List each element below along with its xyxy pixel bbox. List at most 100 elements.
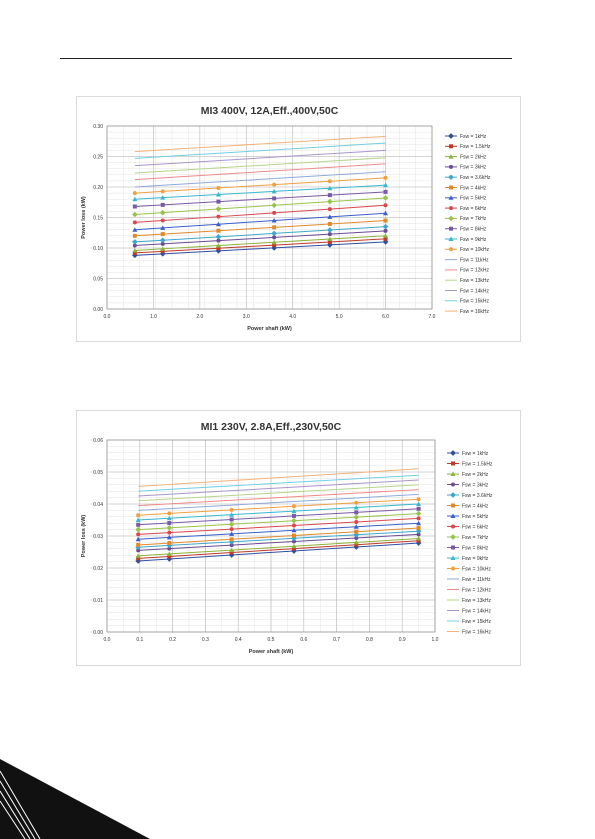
legend-item: Fsw = 16kHz — [445, 309, 490, 315]
legend-item: Fsw = 12kHz — [447, 587, 492, 593]
x-tick-label: 6.0 — [382, 314, 389, 320]
legend-label: Fsw = 3.6kHz — [462, 493, 493, 499]
data-point — [167, 521, 172, 526]
legend-label: Fsw = 3kHz — [460, 165, 487, 171]
legend-label: Fsw = 11kHz — [460, 257, 489, 263]
series-3 — [132, 233, 389, 253]
legend-item: Fsw = 10kHz — [447, 566, 492, 572]
data-point — [451, 524, 455, 529]
series-5 — [132, 223, 389, 245]
series-line — [134, 142, 386, 159]
series-8 — [132, 203, 388, 225]
data-point — [449, 226, 453, 231]
y-axis-label: Power loss (kW) — [81, 515, 87, 558]
legend-item: Fsw = 11kHz — [445, 257, 489, 263]
legend-label: Fsw = 10kHz — [462, 566, 492, 572]
x-tick-label: 0.5 — [268, 637, 275, 643]
y-tick-label: 0.05 — [93, 277, 103, 283]
series-line — [134, 230, 386, 247]
data-point — [327, 227, 333, 233]
series-line — [134, 191, 386, 208]
x-tick-label: 0.1 — [136, 637, 143, 643]
series-line — [138, 542, 419, 562]
data-point — [291, 527, 297, 533]
data-point — [167, 554, 172, 559]
series-10 — [136, 506, 421, 527]
data-point — [291, 539, 296, 544]
chart-title: MI3 400V, 12A,Eff.,400V,50C — [201, 105, 339, 117]
data-point — [216, 228, 221, 233]
series-15 — [134, 157, 386, 174]
y-tick-label: 0.25 — [93, 155, 103, 161]
legend-item: Fsw = 6kHz — [445, 206, 487, 212]
legend-label: Fsw = 3.6kHz — [460, 175, 491, 181]
y-tick-label: 0.03 — [93, 534, 103, 540]
legend-label: Fsw = 10kHz — [460, 247, 490, 253]
x-tick-label: 0.7 — [333, 637, 340, 643]
legend-item: Fsw = 13kHz — [445, 278, 490, 284]
series-line — [134, 226, 386, 243]
data-point — [229, 531, 235, 536]
corner-triangle — [0, 759, 150, 839]
legend-item: Fsw = 1kHz — [445, 133, 487, 140]
series-line — [134, 135, 386, 153]
legend-item: Fsw = 12kHz — [445, 268, 490, 274]
legend-label: Fsw = 12kHz — [460, 268, 490, 274]
data-point — [383, 210, 389, 216]
legend-label: Fsw = 9kHz — [462, 556, 489, 562]
data-point — [353, 505, 359, 510]
data-point — [327, 185, 333, 191]
x-tick-label: 2.0 — [196, 314, 203, 320]
data-point — [327, 239, 332, 244]
data-point — [136, 532, 141, 537]
series-line — [134, 241, 386, 256]
data-point — [136, 548, 141, 553]
data-point — [160, 218, 165, 223]
y-tick-label: 0.01 — [93, 598, 103, 604]
series-8 — [136, 516, 421, 537]
legend-label: Fsw = 8kHz — [462, 545, 489, 551]
series-13 — [134, 171, 386, 188]
data-point — [216, 246, 221, 251]
x-tick-label: 1.0 — [150, 314, 157, 320]
data-point — [450, 471, 456, 476]
data-point — [167, 530, 172, 535]
series-line — [138, 498, 419, 516]
data-point — [132, 233, 137, 238]
legend-label: Fsw = 2kHz — [460, 154, 487, 160]
series-line — [138, 530, 419, 548]
data-point — [136, 522, 141, 527]
data-point — [271, 188, 277, 194]
data-point — [450, 555, 456, 560]
data-point — [136, 556, 141, 561]
series-line — [134, 171, 386, 188]
data-point — [450, 492, 456, 498]
data-point — [353, 539, 359, 545]
data-point — [416, 536, 422, 541]
legend-label: Fsw = 9kHz — [460, 237, 487, 243]
data-point — [449, 144, 453, 149]
x-tick-label: 0.2 — [169, 637, 176, 643]
data-point — [215, 221, 221, 227]
data-point — [354, 529, 359, 534]
series-2 — [136, 538, 421, 561]
legend-label: Fsw = 1kHz — [462, 451, 489, 457]
corner-decoration — [0, 759, 150, 839]
data-point — [416, 497, 421, 502]
data-point — [229, 537, 234, 542]
data-point — [160, 232, 165, 237]
y-tick-label: 0.20 — [93, 185, 103, 191]
legend-item: Fsw = 11kHz — [447, 577, 491, 583]
data-point — [291, 523, 296, 528]
data-point — [160, 246, 166, 251]
legend-item: Fsw = 3kHz — [445, 165, 487, 171]
series-15 — [138, 484, 419, 502]
data-point — [448, 133, 454, 139]
series-12 — [132, 175, 388, 196]
legend-label: Fsw = 12kHz — [462, 587, 492, 593]
data-point — [215, 243, 221, 248]
y-axis-label: Power loss (kW) — [81, 196, 87, 239]
legend-label: Fsw = 1.5kHz — [462, 461, 493, 467]
y-tick-label: 0.04 — [93, 502, 103, 508]
series-17 — [134, 142, 386, 159]
